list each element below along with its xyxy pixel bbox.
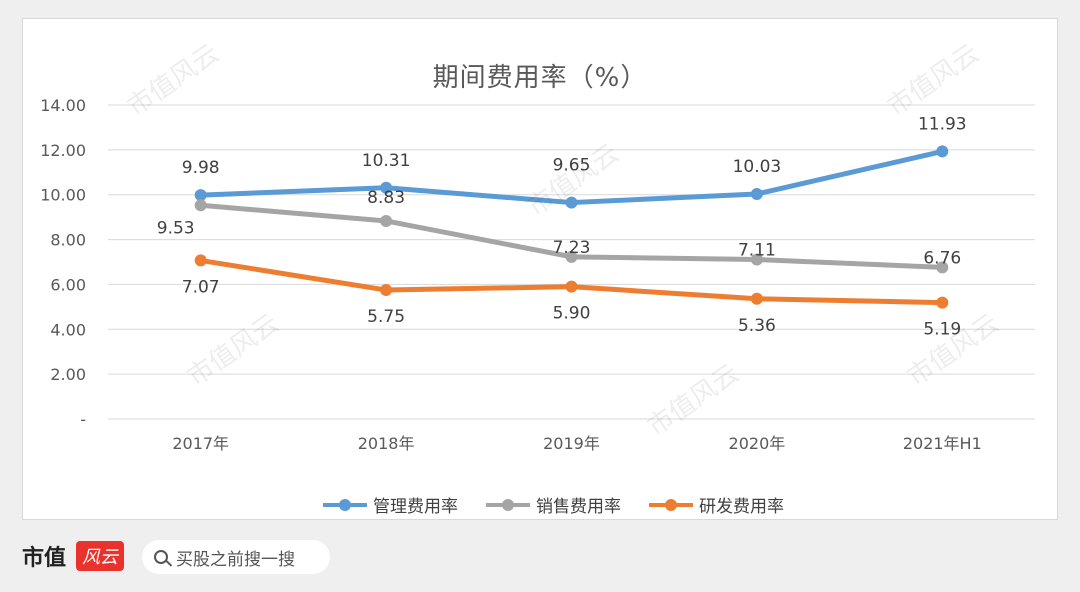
data-label: 9.53 (157, 218, 195, 238)
x-tick-label: 2018年 (358, 434, 415, 453)
legend-swatch-rd (649, 498, 693, 511)
data-point (194, 254, 207, 267)
legend-swatch-management (323, 498, 367, 511)
data-point (936, 261, 949, 274)
y-tick-label: 2.00 (50, 365, 86, 384)
legend-item-management[interactable]: 管理费用率 (323, 492, 458, 517)
legend-item-rd[interactable]: 研发费用率 (649, 492, 784, 517)
y-tick-label: 4.00 (50, 320, 86, 339)
data-point (936, 296, 949, 309)
data-label: 7.07 (182, 277, 220, 297)
data-label: 6.76 (923, 248, 961, 268)
data-label: 10.31 (362, 151, 411, 171)
data-label: 11.93 (918, 114, 967, 134)
data-point (750, 253, 763, 266)
brand-name: 市值 (22, 546, 67, 571)
data-point (750, 292, 763, 305)
legend-item-sales[interactable]: 销售费用率 (486, 492, 621, 517)
data-label: 9.65 (553, 156, 591, 176)
x-tick-label: 2017年 (172, 434, 229, 453)
data-label: 5.75 (367, 307, 405, 327)
chart-plot: - 2.00 4.00 6.00 8.00 10.00 12.00 14.00 2017年 201… (40, 96, 1035, 453)
y-tick-label: - (80, 410, 86, 429)
search-placeholder: 买股之前搜一搜 (176, 549, 295, 570)
data-point (380, 181, 393, 194)
data-point (380, 284, 393, 297)
y-tick-label: 8.00 (50, 231, 86, 250)
brand-logo: 风云 (76, 541, 125, 571)
brand[interactable]: 市值 风云 (22, 540, 125, 572)
data-point (194, 199, 207, 212)
data-label: 5.19 (923, 320, 961, 340)
legend-label-rd: 研发费用率 (699, 497, 784, 517)
data-label: 8.83 (367, 188, 405, 208)
data-point (565, 280, 578, 293)
search-box[interactable]: 买股之前搜一搜 (142, 540, 330, 574)
y-tick-label: 6.00 (50, 275, 86, 294)
x-tick-label: 2019年 (543, 434, 600, 453)
data-label: 10.03 (733, 157, 782, 177)
y-tick-label: 12.00 (40, 141, 86, 160)
x-tick-label: 2021年H1 (903, 434, 982, 453)
x-tick-label: 2020年 (729, 434, 786, 453)
chart-legend: 管理费用率 销售费用率 研发费用率 (323, 492, 784, 517)
chart-title: 期间费用率（%） (432, 63, 648, 93)
legend-label-management: 管理费用率 (373, 497, 458, 517)
data-point (194, 189, 207, 202)
data-point (750, 188, 763, 201)
data-point (565, 250, 578, 263)
chart-card: 期间费用率（%） - 2.00 4.00 6.00 8.00 10.00 12.00 14.0… (22, 18, 1058, 520)
data-point (565, 196, 578, 209)
y-tick-label: 14.00 (40, 96, 86, 115)
data-label: 5.90 (553, 304, 591, 324)
legend-swatch-sales (486, 498, 530, 511)
data-label: 7.23 (553, 238, 591, 258)
data-label: 9.98 (182, 158, 220, 178)
y-tick-label: 10.00 (40, 186, 86, 205)
legend-label-sales: 销售费用率 (536, 497, 621, 517)
data-label: 5.36 (738, 316, 776, 336)
data-label: 7.11 (738, 241, 776, 261)
data-point (936, 145, 949, 158)
search-icon (154, 550, 168, 564)
data-point (380, 214, 393, 227)
